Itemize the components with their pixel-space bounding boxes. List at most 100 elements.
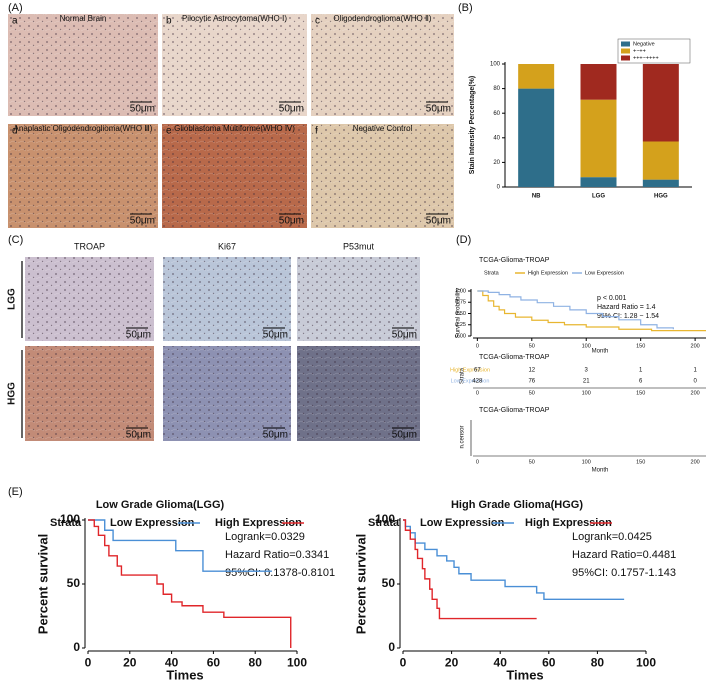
scale-label: 50μm <box>126 330 151 341</box>
x-tick-label: 0 <box>476 459 479 465</box>
bar-segment <box>580 99 617 178</box>
x-axis-label: Times <box>166 667 203 682</box>
scale-label: 50μm <box>263 430 288 441</box>
micrograph-texture <box>311 14 454 116</box>
y-tick-label: 100 <box>490 62 501 68</box>
micrograph-texture <box>311 124 454 228</box>
risk-count: 1 <box>693 368 697 374</box>
x-tick-label: 50 <box>529 343 535 349</box>
x-axis-label: Times <box>506 667 543 682</box>
y-tick-label: 40 <box>493 135 500 141</box>
panel-label: (A) <box>8 2 23 14</box>
y-tick-label: 100 <box>60 512 80 526</box>
x-tick-label: 50 <box>529 459 535 465</box>
x-tick-label: 100 <box>287 656 307 670</box>
x-tick-label: HGG <box>654 194 668 200</box>
image-letter: f <box>315 126 318 137</box>
y-tick-label: 0 <box>497 185 501 191</box>
annotation: Hazard Ratio=0.4481 <box>572 549 676 561</box>
image-title: Pilocytic Astrocytoma(WHO Ⅰ) <box>182 14 287 23</box>
x-axis-label: Month <box>592 349 609 355</box>
survival-curve <box>477 290 674 330</box>
risk-count: 428 <box>472 379 483 385</box>
risk-ylabel: Strata <box>460 367 466 384</box>
x-tick-label: NB <box>532 194 541 200</box>
panel-label: (B) <box>458 2 473 14</box>
bar-segment <box>518 64 555 89</box>
x-tick-label: 60 <box>542 656 556 670</box>
y-tick-label: 0.00 <box>455 333 466 339</box>
column-header: TROAP <box>74 241 105 251</box>
bar-segment <box>518 88 555 187</box>
survival-curve <box>88 519 272 572</box>
legend-label: Negative <box>633 41 655 47</box>
chart-title: High Grade Glioma(HGG) <box>451 499 583 511</box>
y-axis-label: Survival probability <box>456 288 462 338</box>
risk-count: 21 <box>583 379 590 385</box>
legend-label: +~++ <box>633 48 646 54</box>
bar-segment <box>642 141 679 180</box>
x-axis-label: Month <box>592 468 609 474</box>
x-tick-label: 80 <box>591 656 605 670</box>
chart-title: Low Grade Glioma(LGG) <box>96 499 225 511</box>
micrograph-texture <box>8 14 158 116</box>
annotation: Hazard Ratio = 1.4 <box>597 304 656 311</box>
bar-segment <box>580 64 617 100</box>
annotation: p < 0.001 <box>597 295 626 302</box>
risk-count: 76 <box>528 379 535 385</box>
x-tick-label: 0 <box>476 390 479 396</box>
micrograph-texture <box>297 346 420 441</box>
legend-label: High Expression <box>528 270 568 276</box>
annotation: Logrank=0.0425 <box>572 531 652 543</box>
annotation: Logrank=0.0329 <box>225 531 305 543</box>
risk-count: 12 <box>528 368 535 374</box>
row-label: HGG <box>7 382 18 405</box>
x-tick-label: 80 <box>249 656 263 670</box>
micrograph-texture <box>297 257 420 341</box>
y-axis-label: Stain Intensity Percentage(%) <box>469 76 476 174</box>
x-tick-label: 200 <box>691 459 700 465</box>
legend-swatch <box>621 55 630 61</box>
image-letter: d <box>12 126 18 137</box>
survival-curve <box>403 519 537 620</box>
x-tick-label: 200 <box>691 390 700 396</box>
risk-count: 67 <box>474 368 481 374</box>
legend-swatch <box>621 41 630 47</box>
column-header: Ki67 <box>218 241 236 251</box>
scale-label: 50μm <box>263 330 288 341</box>
y-tick-label: 60 <box>493 111 500 117</box>
legend-title: Strata <box>368 517 400 529</box>
y-tick-label: 20 <box>493 160 500 166</box>
scale-label: 50μm <box>126 430 151 441</box>
risk-count: 3 <box>585 368 589 374</box>
scale-label: 50μm <box>392 330 417 341</box>
bar-segment <box>642 179 679 187</box>
y-tick-label: 100 <box>375 512 395 526</box>
image-letter: b <box>166 16 172 27</box>
panel-label: (E) <box>8 486 23 498</box>
chart-title: TCGA-Glioma-TROAP <box>479 257 550 264</box>
risk-title: TCGA-Glioma-TROAP <box>479 354 550 361</box>
legend-label: Low Expression <box>420 517 505 529</box>
scale-label: 50μm <box>130 216 155 227</box>
y-tick-label: 1.00 <box>455 288 466 294</box>
micrograph-texture <box>163 257 291 341</box>
scale-label: 50μm <box>426 104 451 115</box>
image-title: Anaplastic Oligodendroglioma(WHO Ⅲ) <box>14 124 153 133</box>
y-axis-label: Percent survival <box>353 534 368 634</box>
x-tick-label: 60 <box>207 656 221 670</box>
x-tick-label: 20 <box>123 656 137 670</box>
micrograph-texture <box>25 257 154 341</box>
image-letter: a <box>12 16 18 27</box>
y-tick-label: 80 <box>493 86 500 92</box>
x-tick-label: 40 <box>165 656 179 670</box>
image-title: Normal Brain <box>60 14 107 23</box>
x-tick-label: 20 <box>445 656 459 670</box>
censor-title: TCGA-Glioma-TROAP <box>479 407 550 414</box>
x-tick-label: 100 <box>582 459 591 465</box>
row-label: LGG <box>7 288 18 310</box>
x-tick-label: 50 <box>529 390 535 396</box>
risk-count: 1 <box>639 368 643 374</box>
panel-label: (D) <box>456 234 471 246</box>
